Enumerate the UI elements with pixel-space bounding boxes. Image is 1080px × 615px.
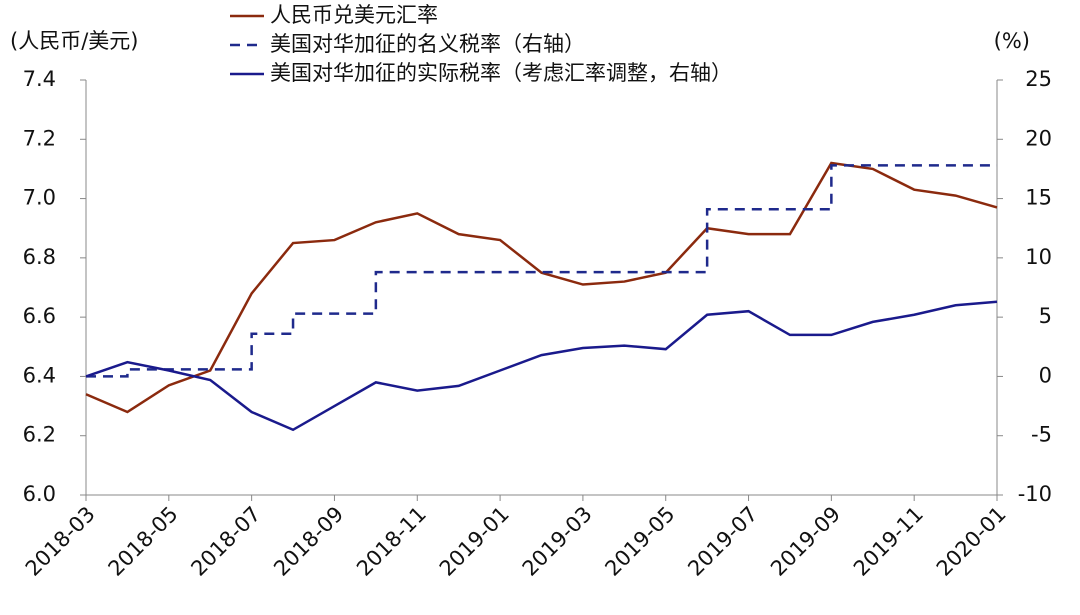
y2-tick-label: 0	[1039, 363, 1052, 387]
legend-label: 人民币兑美元汇率	[270, 3, 438, 27]
x-tick-label: 2018-07	[186, 502, 265, 581]
y2-tick-label: -10	[1018, 482, 1052, 506]
y-tick-label: 6.0	[23, 482, 56, 506]
legend-label: 美国对华加征的名义税率（右轴）	[270, 32, 585, 56]
x-tick-label: 2020-01	[932, 502, 1011, 581]
y-tick-label: 6.8	[23, 245, 56, 269]
x-tick-label: 2019-11	[849, 502, 928, 581]
y2-tick-label: 5	[1039, 304, 1052, 328]
x-tick-label: 2019-01	[435, 502, 514, 581]
x-tick-label: 2019-03	[518, 502, 597, 581]
series-line	[85, 300, 998, 432]
series-line	[85, 161, 998, 414]
x-tick-label: 2019-09	[766, 502, 845, 581]
y2-tick-label: 25	[1025, 67, 1052, 91]
y-axis-label: (人民币/美元)	[10, 29, 138, 53]
x-tick-label: 2018-05	[104, 502, 183, 581]
x-tick-label: 2018-03	[21, 502, 100, 581]
legend-label: 美国对华加征的实际税率（考虑汇率调整，右轴）	[270, 61, 732, 85]
x-tick-label: 2018-11	[352, 502, 431, 581]
y-tick-label: 7.4	[23, 67, 56, 91]
y-tick-label: 6.2	[23, 423, 56, 447]
y2-tick-label: 20	[1025, 126, 1052, 150]
x-tick-label: 2019-07	[683, 502, 762, 581]
y-tick-label: 7.2	[23, 126, 56, 150]
y2-axis-label: (%)	[994, 29, 1030, 53]
y2-tick-label: 15	[1025, 186, 1052, 210]
y-tick-label: 6.6	[23, 304, 56, 328]
y-tick-label: 6.4	[23, 363, 56, 387]
y2-tick-label: -5	[1031, 423, 1052, 447]
x-tick-label: 2018-09	[269, 502, 348, 581]
x-tick-label: 2019-05	[600, 502, 679, 581]
series-line	[86, 164, 997, 378]
y2-tick-label: 10	[1025, 245, 1052, 269]
y-tick-label: 7.0	[23, 186, 56, 210]
